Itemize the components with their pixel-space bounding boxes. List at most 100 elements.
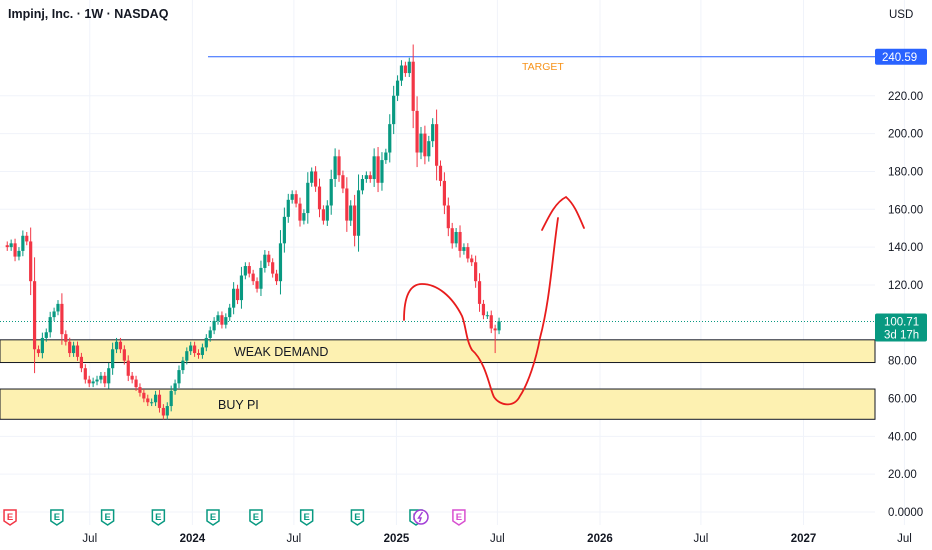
candle-body: [29, 241, 33, 282]
earnings-icon: [452, 509, 466, 526]
candle-body: [458, 231, 462, 251]
time-tick-label: Jul: [490, 533, 505, 545]
candle-body: [134, 379, 138, 388]
candle-body: [302, 213, 306, 221]
candle-body: [274, 273, 279, 282]
candle-body: [395, 80, 400, 96]
time-tick-label: Jul: [287, 533, 302, 545]
candle-body: [290, 194, 294, 200]
target-layer: TARGET: [208, 56, 875, 73]
candle-body: [493, 328, 497, 331]
candle-body: [282, 216, 286, 244]
candle-body: [224, 317, 228, 325]
candle-body: [185, 351, 189, 361]
candle-body: [271, 262, 275, 274]
candle-body: [68, 341, 72, 354]
candle-body: [286, 199, 290, 217]
last-price-label: 100.71: [884, 316, 919, 328]
candle-body: [497, 321, 501, 331]
candle-body: [165, 406, 169, 416]
candle-body: [150, 402, 154, 404]
candle-body: [368, 175, 372, 180]
candle-body: [130, 375, 134, 380]
time-tick-label: 2024: [180, 533, 206, 545]
candle-body: [200, 347, 205, 355]
candle-body: [474, 262, 478, 282]
candle-body: [392, 95, 396, 125]
candle-body: [306, 182, 310, 214]
candle-body: [95, 379, 99, 382]
candle-body: [235, 288, 240, 301]
zones-layer: WEAK DEMAND BUY PI: [0, 339, 876, 420]
split-bolt-icon: [417, 511, 424, 523]
candle-body: [388, 124, 392, 153]
candle-body: [118, 341, 123, 350]
price-tick-label: 40.00: [888, 431, 917, 443]
earnings-letter: E: [104, 512, 110, 523]
last-price-tag: [875, 313, 927, 342]
candle-body: [353, 205, 357, 236]
candle-body: [438, 165, 443, 181]
price-tick-label: 60.00: [888, 393, 917, 405]
candle-body: [21, 235, 25, 251]
candle-body: [17, 250, 21, 257]
candle-body: [91, 381, 95, 384]
countdown-label: 3d 17h: [884, 329, 919, 341]
target-label: TARGET: [522, 61, 564, 73]
candle-body: [243, 266, 247, 276]
earnings-letter: E: [354, 512, 360, 523]
candle-body: [278, 243, 283, 282]
candle-body: [259, 267, 263, 289]
candle-body: [380, 160, 384, 183]
currency-label: USD: [889, 9, 913, 21]
candle-body: [60, 303, 64, 335]
candle-body: [83, 368, 87, 380]
candle-body: [212, 320, 216, 331]
candle-body: [356, 190, 361, 236]
candle-body: [411, 61, 415, 111]
candle-body: [435, 124, 439, 166]
candle-body: [32, 281, 37, 350]
earnings-icon: [50, 509, 64, 526]
earnings-icon: [151, 509, 166, 526]
candle-body: [228, 307, 232, 318]
candle-body: [341, 175, 345, 189]
candle-body: [462, 247, 466, 251]
earnings-icon: [100, 509, 115, 526]
earnings-letter: E: [210, 512, 216, 523]
candle-body: [52, 311, 56, 318]
candle-body: [415, 110, 419, 153]
candle-body: [345, 188, 349, 221]
weak-demand-label: WEAK DEMAND: [234, 345, 328, 359]
earnings-letter: E: [253, 512, 259, 523]
candle-body: [325, 205, 329, 221]
chart-title: Impinj, Inc. · 1W · NASDAQ: [8, 7, 169, 21]
time-axis[interactable]: Jul 2024 Jul 2025 Jul 2026 Jul 2027 Jul: [82, 533, 911, 545]
earnings-letter: E: [7, 512, 13, 523]
candle-body: [251, 273, 255, 282]
price-tick-label: 180.00: [888, 166, 923, 178]
time-tick-label: Jul: [694, 533, 709, 545]
earnings-icon: [206, 509, 220, 526]
candle-body: [64, 334, 68, 342]
candle-body: [349, 205, 353, 221]
candle-body: [196, 353, 201, 355]
candle-body: [72, 345, 76, 354]
price-tick-label: 220.00: [888, 91, 923, 103]
split-icon: [413, 509, 429, 525]
candle-body: [40, 337, 44, 354]
candle-body: [314, 171, 318, 187]
candle-body: [161, 407, 165, 416]
candle-body: [208, 330, 212, 338]
candle-body: [25, 235, 29, 242]
candle-body: [87, 379, 91, 384]
price-tick-label: 200.00: [888, 129, 923, 141]
candle-body: [360, 179, 365, 191]
candle-body: [372, 156, 376, 180]
candle-body: [298, 203, 302, 221]
candle-body: [267, 254, 271, 263]
candle-body: [294, 194, 298, 204]
candle-body: [173, 383, 177, 391]
price-axis[interactable]: 220.00 200.00 180.00 160.00 140.00 120.00 80.0…: [875, 48, 927, 519]
